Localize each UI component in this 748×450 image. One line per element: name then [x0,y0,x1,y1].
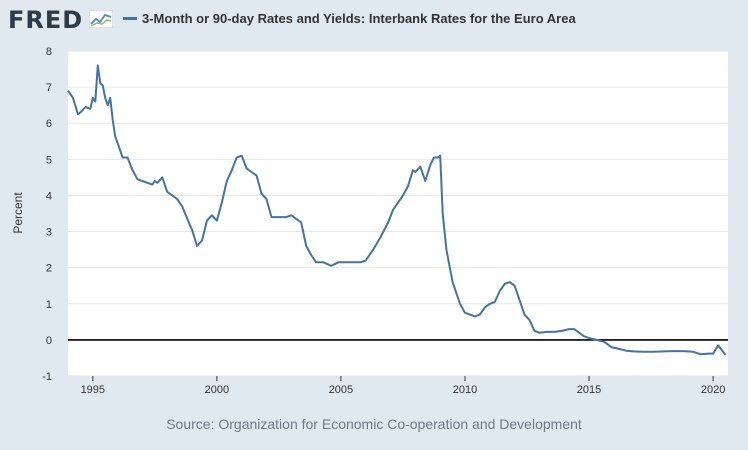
x-tick-label: 1995 [81,384,105,396]
chart-header: FRED 3-Month or 90-day Rates and Yields:… [0,0,748,40]
y-tick-label: 3 [46,227,52,239]
legend-swatch [123,17,137,20]
y-axis-label: Percent [11,192,25,234]
y-tick-label: 0 [46,335,52,347]
y-tick-label: 6 [46,118,52,130]
fred-graph-icon [89,10,113,28]
y-tick-label: 4 [46,190,52,202]
y-tick-label: 7 [46,82,52,94]
y-tick-label: 5 [46,154,52,166]
x-tick-label: 2000 [205,384,229,396]
plot-area [68,51,728,376]
fred-logo[interactable]: FRED [8,6,84,34]
source-note: Source: Organization for Economic Co-ope… [166,416,582,432]
y-tick-label: 1 [46,299,52,311]
series-line [67,64,727,356]
y-tick-label: -1 [42,371,52,383]
x-tick-label: 2010 [453,384,477,396]
y-tick-label: 8 [46,46,52,58]
x-tick-label: 2015 [577,384,601,396]
x-axis-ticks: 1995 2000 2005 2010 2015 2020 [81,376,725,396]
y-tick-label: 2 [46,263,52,275]
y-axis-ticks: 8 7 6 5 4 3 2 1 0 -1 [42,46,52,383]
legend-series-title[interactable]: 3-Month or 90-day Rates and Yields: Inte… [142,11,576,26]
x-tick-label: 2005 [329,384,353,396]
x-tick-label: 2020 [701,384,725,396]
